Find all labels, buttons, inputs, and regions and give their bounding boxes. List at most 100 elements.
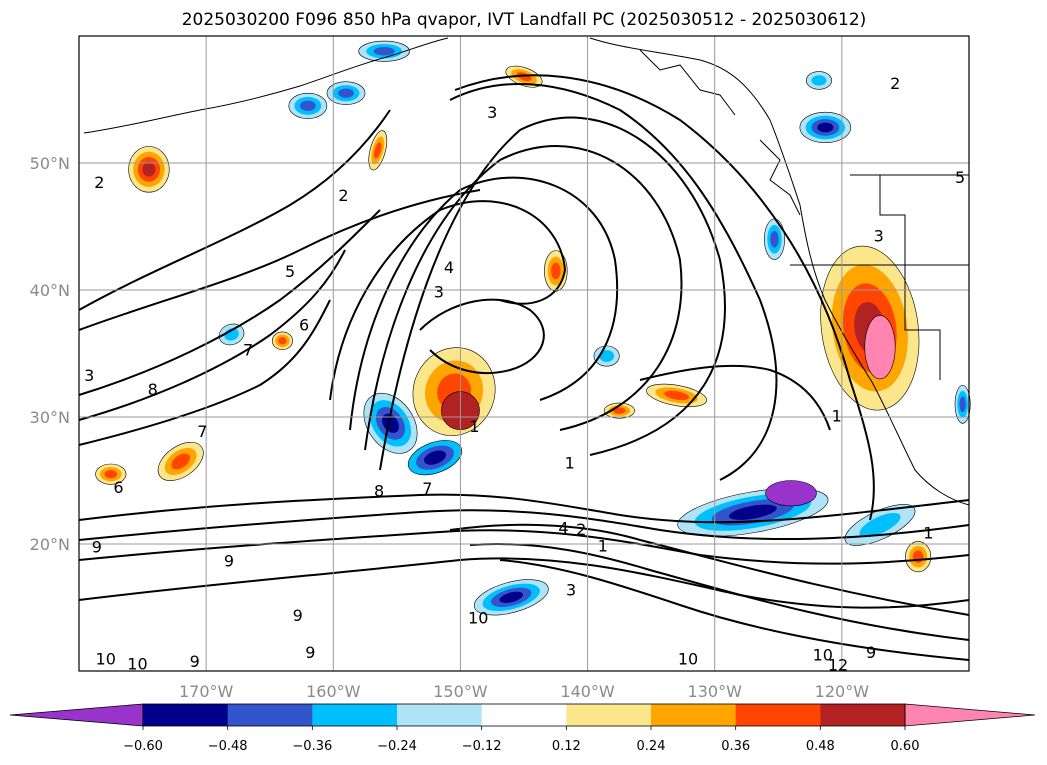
colorbar-swatch bbox=[481, 704, 567, 726]
colorbar-tick-label: 0.60 bbox=[891, 739, 920, 754]
contour-label: 3 bbox=[874, 226, 884, 245]
contour-label: 3 bbox=[487, 103, 497, 122]
y-tick-label: 40°N bbox=[30, 281, 70, 300]
qvapor-contour-fill bbox=[373, 47, 395, 56]
colorbar-tick-label: −0.48 bbox=[208, 739, 248, 754]
contour-label: 9 bbox=[92, 538, 102, 557]
contour-label: 9 bbox=[866, 643, 876, 662]
qvapor-contour-fill bbox=[300, 100, 316, 112]
qvapor-contour-fill bbox=[499, 591, 524, 603]
colorbar-tick-label: −0.36 bbox=[292, 739, 332, 754]
contour-label: 10 bbox=[678, 649, 698, 668]
qvapor-contour-fill bbox=[171, 453, 191, 470]
contour-label: 10 bbox=[127, 654, 147, 673]
contour-label: 4 bbox=[444, 258, 454, 277]
qvapor-contour-fill bbox=[551, 262, 561, 280]
contour-label: 3 bbox=[566, 581, 576, 600]
qvapor-contour-fill bbox=[613, 407, 626, 414]
colorbar-swatch bbox=[735, 704, 821, 726]
contour-label: 1 bbox=[565, 454, 575, 473]
contour-label: 10 bbox=[468, 609, 488, 628]
contour-label: 7 bbox=[197, 422, 207, 441]
contour-label: 9 bbox=[190, 652, 200, 671]
chart-title: 2025030200 F096 850 hPa qvapor, IVT Land… bbox=[182, 10, 867, 30]
colorbar: −0.60 −0.48 −0.36 −0.24 −0.12 0.12 0.24 0.36 0.4… bbox=[9, 703, 1036, 754]
y-axis-ticks: 20°N 30°N 40°N 50°N bbox=[30, 154, 70, 554]
contour-label: 8 bbox=[148, 380, 158, 399]
qvapor-contour-fill bbox=[664, 390, 689, 401]
contour-label: 10 bbox=[813, 645, 833, 664]
qvapor-contour-fill bbox=[104, 469, 118, 479]
colorbar-tick-label: −0.60 bbox=[123, 739, 163, 754]
qvapor-contour-fill bbox=[817, 122, 834, 133]
contour-label: 3 bbox=[434, 282, 444, 301]
contour-label: 12 bbox=[828, 656, 848, 675]
contour-label: 9 bbox=[293, 606, 303, 625]
x-tick-label: 130°W bbox=[688, 682, 743, 701]
contour-label: 2 bbox=[890, 74, 900, 93]
ivt-contours bbox=[78, 74, 970, 661]
qvapor-contour-fill bbox=[770, 230, 779, 248]
colorbar-tick-label: 0.12 bbox=[552, 739, 581, 754]
colorbar-extend-low bbox=[9, 703, 144, 727]
x-tick-label: 140°W bbox=[560, 682, 615, 701]
colorbar-tick-label: 0.48 bbox=[806, 739, 835, 754]
coastlines bbox=[83, 37, 970, 506]
x-tick-label: 150°W bbox=[433, 682, 488, 701]
qvapor-contour-fill bbox=[864, 315, 896, 380]
colorbar-swatch bbox=[227, 704, 313, 726]
contour-label: 2 bbox=[576, 520, 586, 539]
colorbar-swatch bbox=[312, 704, 398, 726]
y-tick-label: 20°N bbox=[30, 535, 70, 554]
qvapor-contour-fill bbox=[765, 480, 817, 507]
x-axis-ticks: 170°W 160°W 150°W 140°W 130°W 120°W bbox=[179, 682, 869, 701]
colorbar-swatch bbox=[820, 704, 906, 726]
contour-label: 5 bbox=[955, 168, 965, 187]
contour-label: 1 bbox=[598, 536, 608, 555]
colorbar-tick-label: −0.24 bbox=[377, 739, 417, 754]
qvapor-contour-fill bbox=[811, 75, 827, 86]
x-tick-label: 160°W bbox=[306, 682, 361, 701]
colorbar-tick-label: −0.12 bbox=[462, 739, 502, 754]
x-tick-label: 170°W bbox=[179, 682, 234, 701]
contour-label: 1 bbox=[832, 407, 842, 426]
qvapor-contour-fill bbox=[374, 142, 382, 159]
y-tick-label: 50°N bbox=[30, 154, 70, 173]
colorbar-frame bbox=[142, 703, 906, 727]
contour-label: 9 bbox=[305, 643, 315, 662]
x-tick-label: 120°W bbox=[815, 682, 870, 701]
qvapor-contour-fill bbox=[599, 350, 615, 362]
contour-label: 3 bbox=[84, 366, 94, 385]
contour-label: 7 bbox=[422, 479, 432, 498]
colorbar-swatch bbox=[143, 704, 229, 726]
qvapor-contour-fill bbox=[423, 450, 447, 465]
contour-label: 6 bbox=[113, 478, 123, 497]
y-tick-label: 30°N bbox=[30, 408, 70, 427]
contour-label: 8 bbox=[374, 482, 384, 501]
contour-label: 1 bbox=[469, 417, 479, 436]
qvapor-contour-fill bbox=[728, 504, 777, 520]
qvapor-contour-fill bbox=[278, 337, 287, 345]
contour-label: 6 bbox=[299, 315, 309, 334]
qvapor-contour-fill bbox=[859, 512, 901, 537]
colorbar-swatch bbox=[651, 704, 737, 726]
qvapor-contour-fill bbox=[959, 396, 966, 413]
colorbar-swatch bbox=[397, 704, 483, 726]
contour-label: 2 bbox=[94, 173, 104, 192]
colorbar-extend-high bbox=[904, 703, 1036, 727]
colorbar-tick-label: 0.36 bbox=[721, 739, 750, 754]
contour-label: 1 bbox=[923, 524, 933, 543]
colorbar-swatch bbox=[566, 704, 652, 726]
qvapor-contour-fill bbox=[382, 413, 399, 433]
contour-label: 7 bbox=[243, 341, 253, 360]
qvapor-contour-fill bbox=[338, 88, 354, 98]
contour-label: 2 bbox=[338, 186, 348, 205]
colorbar-tick-label: 0.24 bbox=[637, 739, 666, 754]
contour-label: 5 bbox=[285, 262, 295, 281]
contour-label: 10 bbox=[96, 649, 116, 668]
contour-label: 4 bbox=[558, 518, 568, 537]
contour-label: 9 bbox=[224, 552, 234, 571]
